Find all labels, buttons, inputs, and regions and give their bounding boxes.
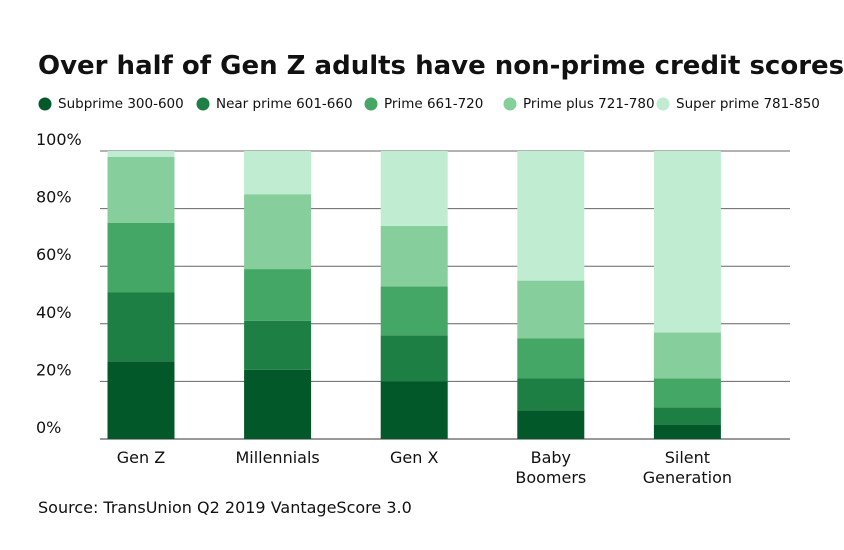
bar-segment [653,378,721,408]
x-tick-label: Baby Boomers [515,448,587,487]
y-tick-label: 80% [36,188,72,207]
bar-segment [244,194,312,270]
bar-segment [380,225,448,287]
bar-segment [653,332,721,379]
legend-label: Prime plus 721-780 [523,96,655,112]
y-tick-label: 20% [36,360,72,379]
bar-segment [107,361,175,439]
bar-segment [380,335,448,382]
bar-segment [244,369,312,439]
bar-segment [653,151,721,333]
bar-segment [107,156,175,223]
bar-segment [517,338,585,379]
bar-segment [244,320,312,370]
bar-segment [107,292,175,362]
chart-title: Over half of Gen Z adults have non-prime… [38,51,844,81]
source: Source: TransUnion Q2 2019 VantageScore … [38,498,412,517]
legend-label: Super prime 781-850 [676,96,820,112]
bar-segment [653,424,721,439]
bar-segment [380,381,448,439]
bar-segment [244,269,312,321]
y-tick-label: 60% [36,245,72,264]
y-tick-label: 100% [36,130,82,149]
legend-label: Near prime 601-660 [216,96,353,112]
bar-segment [517,378,585,411]
y-tick-label: 40% [36,303,72,322]
x-tick-label: Silent Generation [642,448,733,487]
bar-segment [107,151,175,157]
bar-segment [380,151,448,226]
x-tick-label: Gen Z [116,448,166,467]
bar-segment [244,151,312,195]
legend-swatch [656,97,670,111]
legend-swatch [38,97,52,111]
legend-label: Prime 661-720 [384,96,483,112]
x-tick-label: Millennials [235,448,320,467]
bar-segment [107,223,175,293]
legend-swatch [503,97,517,111]
bar-segment [517,280,585,339]
legend-label: Subprime 300-600 [58,96,184,112]
bar-segment [517,410,585,439]
y-tick-label: 0% [36,418,61,437]
legend-swatch [196,97,210,111]
bar-segment [653,407,721,425]
bar-segment [517,151,585,281]
bar-segment [380,286,448,336]
x-tick-label: Gen X [389,448,439,467]
legend-swatch [364,97,378,111]
